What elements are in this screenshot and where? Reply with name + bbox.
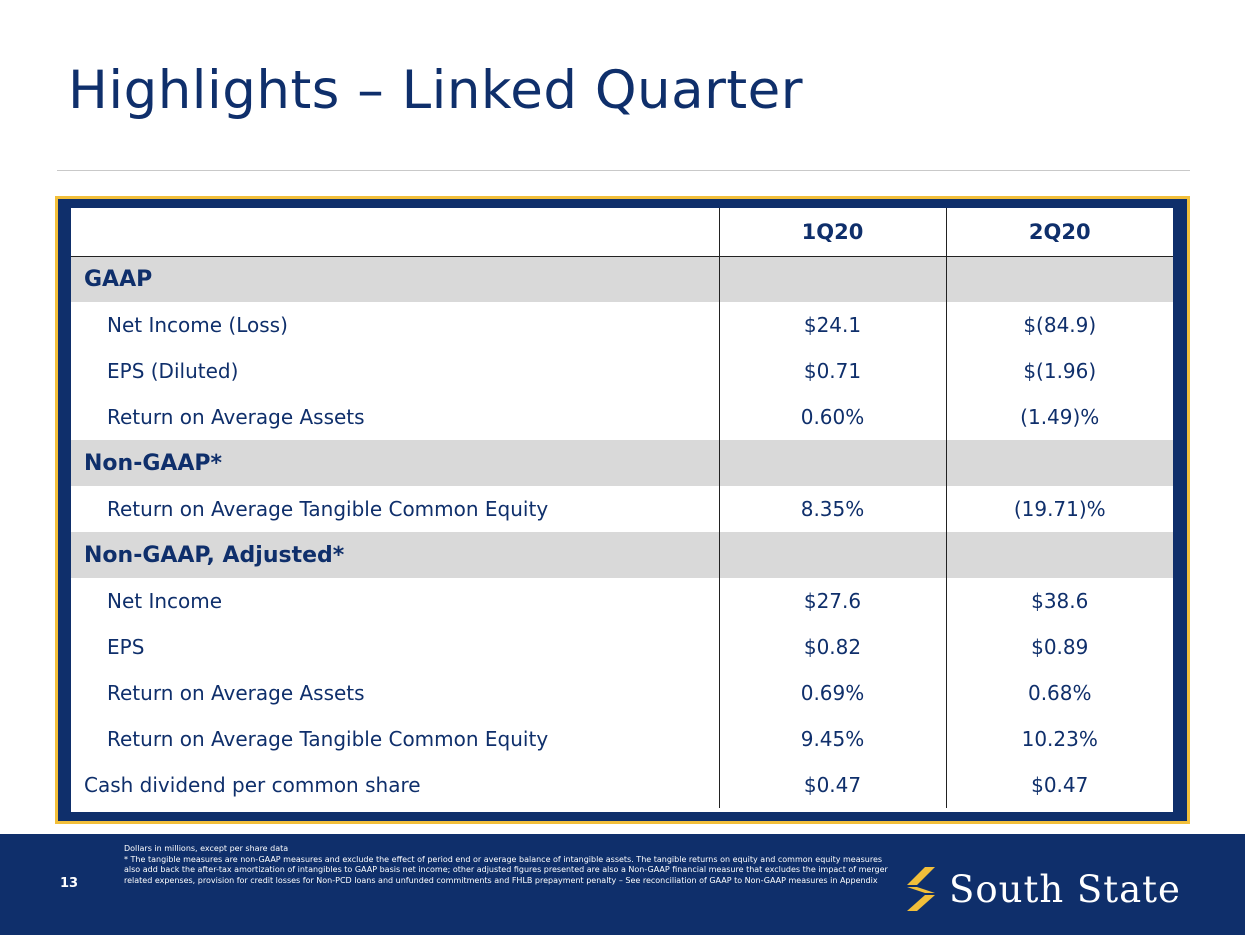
value-1q20	[719, 532, 947, 578]
row-label: Return on Average Tangible Common Equity	[71, 716, 720, 762]
section-row: Non-GAAP*	[71, 440, 1173, 486]
value-2q20: (19.71)%	[1013, 497, 1106, 521]
value-1q20: $0.47	[719, 762, 947, 808]
row-label: Net Income (Loss)	[71, 302, 720, 348]
value-2q20: $38.6	[1031, 589, 1089, 613]
row-label: Non-GAAP*	[71, 440, 720, 486]
header-1q20: 1Q20	[719, 208, 947, 257]
value-2q20: $(1.96)	[1023, 359, 1097, 383]
row-label: Cash dividend per common share	[71, 762, 720, 808]
value-2q20: (1.49)%	[1020, 405, 1100, 429]
highlights-table-container: 1Q20 2Q20 GAAP Net Income (Loss) $24.1 $(84…	[71, 208, 1173, 812]
value-1q20	[719, 256, 947, 302]
footer-bar: 13 Dollars in millions, except per share…	[0, 834, 1245, 935]
value-1q20	[719, 440, 947, 486]
logo-wordmark: South State	[949, 867, 1181, 911]
value-2q20	[946, 440, 1173, 486]
table-row: Return on Average Tangible Common Equity…	[71, 716, 1173, 762]
value-1q20: $0.82	[719, 624, 947, 670]
table-row: Return on Average Assets 0.60% (1.49)%	[71, 394, 1173, 440]
row-label: Return on Average Tangible Common Equity	[71, 486, 720, 532]
title-divider	[57, 170, 1190, 171]
table-row: Return on Average Assets 0.69% 0.68%	[71, 670, 1173, 716]
value-2q20: $0.89	[1031, 635, 1089, 659]
page-title: Highlights – Linked Quarter	[68, 60, 804, 121]
table-row: EPS $0.82 $0.89	[71, 624, 1173, 670]
row-label: Non-GAAP, Adjusted*	[71, 532, 720, 578]
row-label: EPS (Diluted)	[71, 348, 720, 394]
s-ribbon-icon	[907, 867, 935, 911]
table-row: Return on Average Tangible Common Equity…	[71, 486, 1173, 532]
south-state-logo: South State	[903, 865, 1181, 913]
value-1q20: 0.60%	[719, 394, 947, 440]
header-2q20: 2Q20	[946, 208, 1173, 257]
highlights-table: 1Q20 2Q20 GAAP Net Income (Loss) $24.1 $(84…	[71, 208, 1173, 808]
value-2q20: $0.47	[1031, 773, 1089, 797]
header-label-cell	[71, 208, 720, 257]
value-2q20: 0.68%	[1027, 681, 1092, 705]
value-1q20: $27.6	[719, 578, 947, 624]
page-number: 13	[60, 876, 79, 891]
section-row: Non-GAAP, Adjusted*	[71, 532, 1173, 578]
row-label: EPS	[71, 624, 720, 670]
table-row: EPS (Diluted) $0.71 $(1.96)	[71, 348, 1173, 394]
value-1q20: $24.1	[719, 302, 947, 348]
value-1q20: $0.71	[719, 348, 947, 394]
row-label: GAAP	[71, 256, 720, 302]
row-label: Net Income	[71, 578, 720, 624]
value-1q20: 9.45%	[719, 716, 947, 762]
row-label: Return on Average Assets	[71, 670, 720, 716]
footnote-units: Dollars in millions, except per share da…	[124, 844, 289, 853]
section-row: GAAP	[71, 256, 1173, 302]
table-header-row: 1Q20 2Q20	[71, 208, 1173, 257]
value-1q20: 0.69%	[719, 670, 947, 716]
table-row: Net Income (Loss) $24.1 $(84.9)	[71, 302, 1173, 348]
value-2q20	[946, 256, 1173, 302]
value-1q20: 8.35%	[719, 486, 947, 532]
table-row: Cash dividend per common share $0.47 $0.47	[71, 762, 1173, 808]
value-2q20	[946, 532, 1173, 578]
value-2q20: $(84.9)	[1023, 313, 1097, 337]
footnote-non-gaap: * The tangible measures are non-GAAP mea…	[124, 854, 888, 885]
table-row: Net Income $27.6 $38.6	[71, 578, 1173, 624]
footnotes: Dollars in millions, except per share da…	[124, 844, 894, 886]
row-label: Return on Average Assets	[71, 394, 720, 440]
value-2q20: 10.23%	[1021, 727, 1098, 751]
